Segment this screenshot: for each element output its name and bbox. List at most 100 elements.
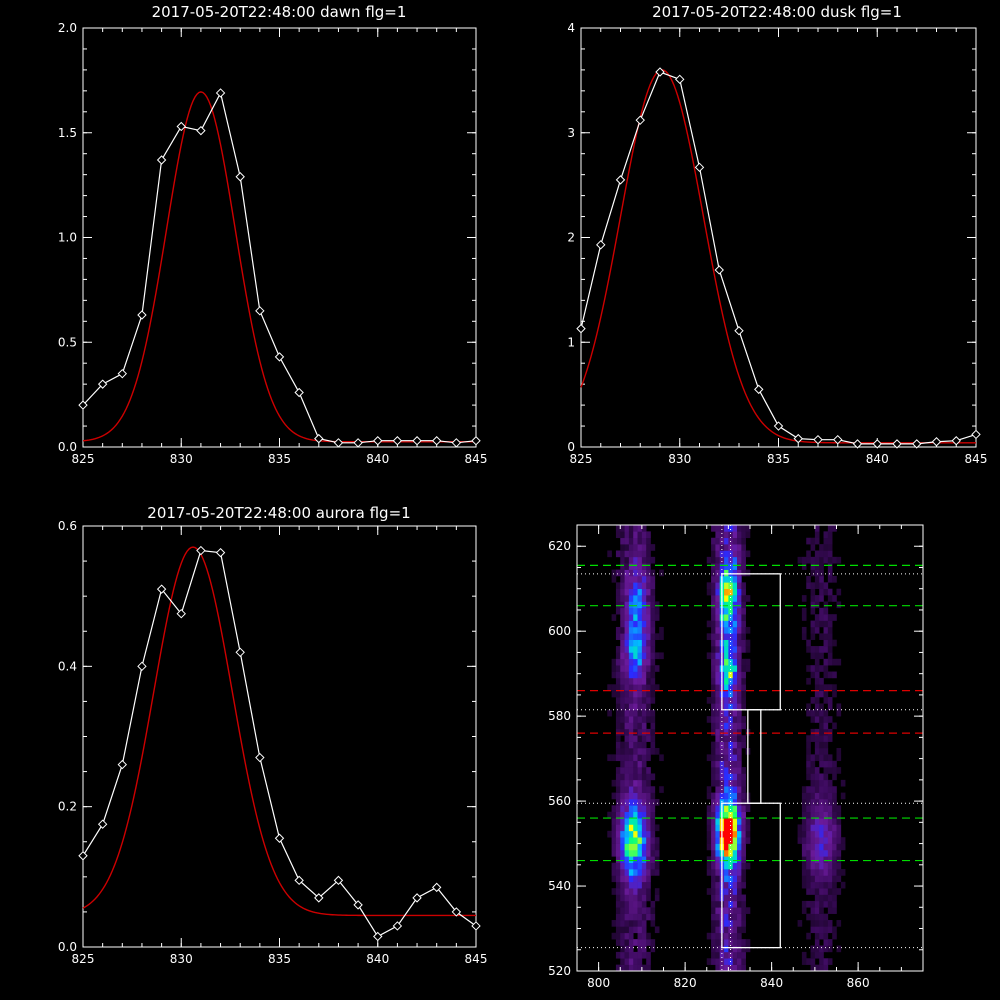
heatmap-cell: [715, 646, 721, 653]
heatmap-cell: [737, 894, 742, 902]
heatmap-cell: [823, 646, 829, 653]
heatmap-cell: [637, 837, 643, 844]
heatmap-cell: [728, 620, 734, 628]
heatmap-cell: [810, 920, 816, 927]
heatmap-cell: [823, 709, 829, 717]
heatmap-cell: [728, 728, 734, 736]
heatmap-cell: [620, 633, 625, 640]
data-point-marker: [912, 439, 922, 449]
heatmap-cell: [745, 945, 751, 953]
heatmap-cell: [633, 773, 638, 781]
heatmap-cell: [646, 601, 651, 609]
heatmap-cell: [741, 646, 746, 653]
heatmap-cell: [810, 824, 816, 832]
heatmap-cell: [615, 550, 621, 558]
heatmap-cell: [711, 843, 716, 851]
heatmap-cell: [654, 684, 660, 691]
heatmap-cell: [823, 888, 829, 895]
heatmap-cell: [615, 741, 621, 749]
heatmap-cell: [615, 569, 621, 577]
heatmap-cell: [646, 735, 651, 742]
heatmap-cell: [706, 792, 712, 800]
heatmap-cell: [814, 939, 820, 946]
heatmap-cell: [620, 595, 625, 602]
heatmap-cell: [637, 626, 643, 634]
heatmap-cell: [741, 939, 746, 946]
heatmap-cell: [814, 932, 820, 940]
heatmap-cell: [745, 939, 751, 946]
heatmap-cell: [827, 945, 833, 953]
heatmap-cell: [641, 709, 647, 717]
heatmap-cell: [615, 843, 621, 851]
heatmap-cell: [814, 920, 820, 927]
heatmap-cell: [637, 620, 643, 628]
panel-dusk-observed-series: [576, 67, 981, 449]
heatmap-cell: [810, 563, 816, 570]
heatmap-cell: [637, 818, 643, 825]
data-point-marker: [754, 384, 764, 395]
heatmap-cell: [715, 849, 721, 857]
heatmap-cell: [711, 888, 716, 895]
heatmap-cell: [806, 556, 811, 564]
data-point-marker: [215, 88, 226, 98]
heatmap-cell: [615, 633, 621, 640]
heatmap-cell: [646, 798, 651, 806]
heatmap-cell: [732, 633, 738, 640]
heatmap-cell: [737, 525, 742, 532]
heatmap-cell: [711, 728, 716, 736]
heatmap-cell: [823, 869, 829, 876]
heatmap-cell: [719, 728, 725, 736]
heatmap-cell: [827, 735, 833, 742]
heatmap-cell: [615, 913, 621, 921]
heatmap-cell: [624, 728, 630, 736]
heatmap-cell: [628, 888, 634, 895]
heatmap-cell: [711, 677, 716, 685]
heatmap-cell: [819, 875, 824, 883]
heatmap-cell: [641, 786, 647, 793]
heatmap-cell: [637, 646, 643, 653]
heatmap-cell: [801, 633, 807, 640]
heatmap-cell: [745, 550, 751, 558]
heatmap-cell: [732, 888, 738, 895]
x-tick-label: 825: [72, 952, 95, 966]
heatmap-cell: [724, 525, 729, 532]
heatmap-cell: [654, 665, 660, 672]
data-point-marker: [892, 439, 902, 449]
heatmap-cell: [806, 741, 811, 749]
heatmap-cell: [732, 550, 738, 558]
heatmap-cell: [641, 652, 647, 660]
heatmap-cell: [827, 760, 833, 768]
heatmap-cell: [724, 900, 729, 908]
heatmap-cell: [615, 748, 621, 755]
heatmap-cell: [650, 748, 656, 755]
heatmap-cell: [737, 690, 742, 698]
heatmap-cell: [724, 856, 729, 863]
heatmap-cell: [633, 697, 638, 704]
y-tick-label: 0.6: [58, 519, 77, 533]
heatmap-cell: [715, 830, 721, 838]
heatmap-cell: [624, 544, 630, 551]
heatmap-cell: [832, 894, 837, 902]
heatmap-cell: [711, 620, 716, 628]
heatmap-cell: [732, 869, 738, 876]
heatmap-cell: [715, 690, 721, 698]
heatmap-cell: [806, 786, 811, 793]
heatmap-cell: [650, 920, 656, 927]
heatmap-cell: [745, 862, 751, 870]
heatmap-cell: [806, 767, 811, 774]
heatmap-cell: [728, 633, 734, 640]
heatmap-cell: [711, 690, 716, 698]
heatmap-cell: [823, 722, 829, 730]
heatmap-cell: [715, 951, 721, 959]
heatmap-cell: [823, 811, 829, 819]
heatmap-cell: [732, 907, 738, 914]
heatmap-cell: [814, 569, 820, 577]
heatmap-cell: [706, 556, 712, 564]
heatmap-cell: [628, 741, 634, 749]
heatmap-cell: [706, 932, 712, 940]
heatmap-cell: [628, 595, 634, 602]
heatmap-cell: [633, 537, 638, 545]
heatmap-cell: [633, 709, 638, 717]
